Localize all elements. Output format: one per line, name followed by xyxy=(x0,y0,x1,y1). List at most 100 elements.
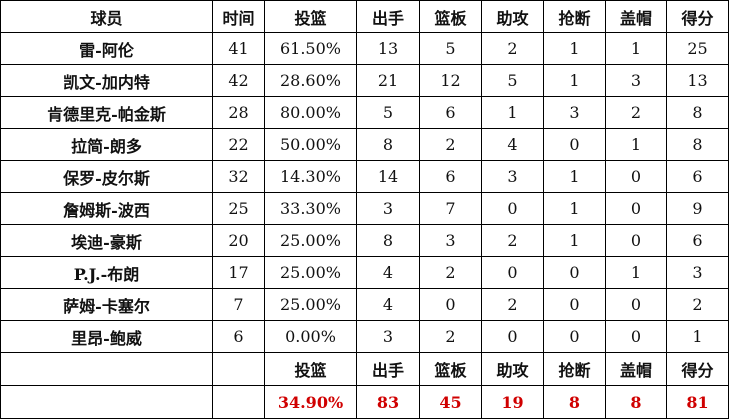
totals-header-fg-pct: 投篮 xyxy=(264,352,357,386)
cell-assists: 2 xyxy=(481,224,544,257)
cell-blocks: 0 xyxy=(605,224,667,257)
table-row: 凯文-加内特 42 28.60% 21 12 5 1 3 13 xyxy=(0,64,729,97)
cell-assists: 4 xyxy=(481,128,544,161)
empty-cell xyxy=(0,385,213,419)
header-row: 球员 时间 投篮 出手 篮板 助攻 抢断 盖帽 得分 xyxy=(0,0,729,33)
cell-steals: 0 xyxy=(543,320,606,353)
header-steals: 抢断 xyxy=(543,0,606,33)
cell-blocks: 1 xyxy=(605,256,667,289)
cell-fg-pct: 0.00% xyxy=(264,320,357,353)
cell-assists: 0 xyxy=(481,256,544,289)
cell-steals: 1 xyxy=(543,224,606,257)
cell-player: 雷-阿伦 xyxy=(0,32,213,65)
cell-points: 6 xyxy=(666,224,729,257)
total-points: 81 xyxy=(666,385,729,419)
total-rebounds: 45 xyxy=(419,385,482,419)
cell-steals: 0 xyxy=(543,256,606,289)
totals-header-blocks: 盖帽 xyxy=(605,352,667,386)
cell-fg-pct: 14.30% xyxy=(264,160,357,193)
cell-minutes: 22 xyxy=(212,128,265,161)
table-row: 肯德里克-帕金斯 28 80.00% 5 6 1 3 2 8 xyxy=(0,96,729,129)
cell-rebounds: 7 xyxy=(419,192,482,225)
cell-blocks: 0 xyxy=(605,288,667,321)
cell-steals: 1 xyxy=(543,160,606,193)
cell-player: 肯德里克-帕金斯 xyxy=(0,96,213,129)
cell-minutes: 7 xyxy=(212,288,265,321)
table-row: 埃迪-豪斯 20 25.00% 8 3 2 1 0 6 xyxy=(0,224,729,257)
cell-points: 9 xyxy=(666,192,729,225)
total-attempts: 83 xyxy=(356,385,420,419)
total-assists: 19 xyxy=(481,385,544,419)
header-attempts: 出手 xyxy=(356,0,420,33)
cell-minutes: 25 xyxy=(212,192,265,225)
cell-fg-pct: 25.00% xyxy=(264,256,357,289)
cell-assists: 1 xyxy=(481,96,544,129)
cell-attempts: 4 xyxy=(356,288,420,321)
cell-blocks: 0 xyxy=(605,192,667,225)
cell-assists: 0 xyxy=(481,192,544,225)
header-fg-pct: 投篮 xyxy=(264,0,357,33)
cell-blocks: 1 xyxy=(605,32,667,65)
cell-fg-pct: 33.30% xyxy=(264,192,357,225)
cell-attempts: 8 xyxy=(356,128,420,161)
empty-cell xyxy=(212,352,265,386)
cell-points: 8 xyxy=(666,128,729,161)
empty-cell xyxy=(212,385,265,419)
header-minutes: 时间 xyxy=(212,0,265,33)
cell-minutes: 42 xyxy=(212,64,265,97)
header-assists: 助攻 xyxy=(481,0,544,33)
total-fg-pct: 34.90% xyxy=(264,385,357,419)
cell-player: 詹姆斯-波西 xyxy=(0,192,213,225)
cell-steals: 1 xyxy=(543,64,606,97)
cell-attempts: 4 xyxy=(356,256,420,289)
cell-player: 萨姆-卡塞尔 xyxy=(0,288,213,321)
cell-points: 13 xyxy=(666,64,729,97)
cell-fg-pct: 50.00% xyxy=(264,128,357,161)
totals-header-attempts: 出手 xyxy=(356,352,420,386)
cell-attempts: 3 xyxy=(356,320,420,353)
cell-blocks: 1 xyxy=(605,128,667,161)
header-blocks: 盖帽 xyxy=(605,0,667,33)
table-row: 拉简-朗多 22 50.00% 8 2 4 0 1 8 xyxy=(0,128,729,161)
cell-blocks: 0 xyxy=(605,160,667,193)
totals-header-rebounds: 篮板 xyxy=(419,352,482,386)
table-row: 詹姆斯-波西 25 33.30% 3 7 0 1 0 9 xyxy=(0,192,729,225)
totals-row: 34.90% 83 45 19 8 8 81 xyxy=(0,385,729,419)
cell-assists: 5 xyxy=(481,64,544,97)
cell-points: 25 xyxy=(666,32,729,65)
cell-steals: 1 xyxy=(543,192,606,225)
table-row: 萨姆-卡塞尔 7 25.00% 4 0 2 0 0 2 xyxy=(0,288,729,321)
cell-fg-pct: 28.60% xyxy=(264,64,357,97)
header-rebounds: 篮板 xyxy=(419,0,482,33)
cell-blocks: 0 xyxy=(605,320,667,353)
cell-rebounds: 2 xyxy=(419,256,482,289)
cell-fg-pct: 80.00% xyxy=(264,96,357,129)
cell-assists: 2 xyxy=(481,288,544,321)
cell-attempts: 3 xyxy=(356,192,420,225)
table-row: P.J.-布朗 17 25.00% 4 2 0 0 1 3 xyxy=(0,256,729,289)
cell-player: P.J.-布朗 xyxy=(0,256,213,289)
cell-minutes: 32 xyxy=(212,160,265,193)
cell-player: 保罗-皮尔斯 xyxy=(0,160,213,193)
cell-attempts: 14 xyxy=(356,160,420,193)
cell-rebounds: 2 xyxy=(419,320,482,353)
cell-rebounds: 5 xyxy=(419,32,482,65)
cell-assists: 2 xyxy=(481,32,544,65)
table-row: 里昂-鲍威 6 0.00% 3 2 0 0 0 1 xyxy=(0,320,729,353)
cell-rebounds: 2 xyxy=(419,128,482,161)
cell-points: 6 xyxy=(666,160,729,193)
cell-assists: 3 xyxy=(481,160,544,193)
total-steals: 8 xyxy=(543,385,606,419)
cell-fg-pct: 25.00% xyxy=(264,288,357,321)
empty-cell xyxy=(0,352,213,386)
cell-steals: 3 xyxy=(543,96,606,129)
header-player: 球员 xyxy=(0,0,213,33)
cell-points: 1 xyxy=(666,320,729,353)
cell-blocks: 2 xyxy=(605,96,667,129)
totals-header-assists: 助攻 xyxy=(481,352,544,386)
table-row: 雷-阿伦 41 61.50% 13 5 2 1 1 25 xyxy=(0,32,729,65)
cell-minutes: 6 xyxy=(212,320,265,353)
header-points: 得分 xyxy=(666,0,729,33)
cell-attempts: 13 xyxy=(356,32,420,65)
cell-steals: 1 xyxy=(543,32,606,65)
